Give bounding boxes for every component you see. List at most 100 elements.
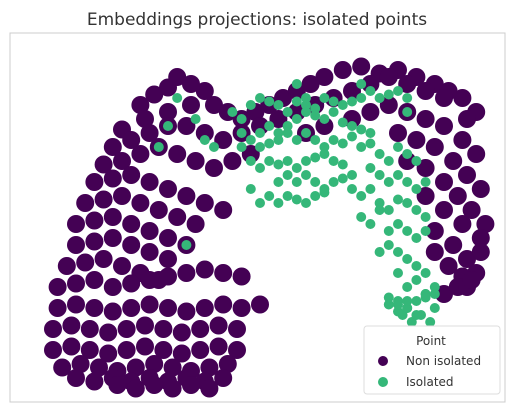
non-isolated-point (159, 299, 177, 317)
isolated-point (291, 79, 302, 89)
non-isolated-point (48, 278, 67, 296)
isolated-point (402, 226, 413, 236)
isolated-point (337, 173, 348, 184)
non-isolated-point (232, 267, 251, 286)
non-isolated-point (122, 299, 141, 317)
non-isolated-point (315, 68, 334, 86)
non-isolated-point (352, 57, 371, 76)
non-isolated-point (439, 257, 458, 275)
isolated-point (347, 184, 357, 194)
non-isolated-point (159, 250, 177, 268)
isolated-series (153, 79, 440, 327)
non-isolated-point (361, 103, 380, 121)
isolated-point (383, 240, 394, 250)
non-isolated-point (159, 229, 177, 247)
non-isolated-point (195, 124, 214, 142)
non-isolated-point (94, 250, 113, 268)
non-isolated-point (315, 117, 334, 135)
non-isolated-point (301, 75, 320, 93)
non-isolated-point (113, 187, 131, 205)
isolated-point (264, 96, 275, 107)
legend-marker-isolated (378, 377, 388, 387)
isolated-point (374, 205, 385, 215)
non-isolated-point (149, 201, 168, 219)
non-isolated-point (416, 159, 435, 177)
isolated-point (273, 100, 284, 110)
non-isolated-point (67, 274, 85, 293)
non-isolated-point (416, 187, 435, 205)
isolated-point (411, 275, 422, 285)
non-isolated-point (159, 180, 177, 198)
non-isolated-point (94, 155, 113, 174)
isolated-point (383, 292, 394, 303)
non-isolated-point (126, 358, 145, 377)
non-isolated-point (76, 253, 95, 272)
isolated-point (383, 89, 394, 100)
non-isolated-point (48, 299, 67, 317)
non-isolated-point (214, 201, 233, 219)
non-isolated-point (435, 285, 453, 303)
isolated-point (227, 107, 238, 117)
isolated-point (402, 93, 413, 103)
isolated-point (402, 296, 413, 306)
isolated-point (291, 114, 302, 124)
isolated-point (365, 128, 376, 138)
isolated-point (291, 135, 302, 145)
isolated-point (393, 194, 403, 205)
non-isolated-point (182, 75, 200, 93)
non-isolated-point (435, 89, 453, 107)
non-isolated-point (251, 117, 269, 135)
isolated-point (319, 142, 330, 152)
isolated-point (163, 121, 173, 131)
non-isolated-point (435, 173, 453, 191)
non-isolated-point (172, 323, 191, 342)
isolated-point (337, 138, 348, 149)
isolated-point (383, 226, 394, 236)
isolated-point (365, 138, 376, 149)
isolated-point (236, 128, 247, 138)
non-isolated-point (379, 68, 398, 86)
isolated-point (264, 156, 275, 166)
non-isolated-point (85, 173, 104, 191)
non-isolated-point (168, 145, 187, 163)
isolated-point (328, 135, 339, 145)
isolated-point (319, 187, 330, 198)
isolated-point (328, 156, 339, 166)
non-isolated-point (140, 124, 159, 142)
non-isolated-point (103, 208, 122, 226)
non-isolated-point (163, 379, 182, 398)
non-isolated-point (379, 96, 398, 114)
isolated-point (319, 114, 330, 124)
isolated-point (356, 93, 367, 103)
non-isolated-point (241, 145, 260, 163)
non-isolated-point (182, 376, 200, 394)
non-isolated-point (80, 341, 99, 359)
non-isolated-point (154, 341, 173, 359)
non-isolated-point (223, 152, 242, 170)
non-isolated-point (71, 355, 90, 373)
non-isolated-point (131, 145, 150, 163)
non-isolated-point (218, 355, 237, 373)
non-isolated-point (44, 341, 62, 359)
isolated-point (282, 156, 293, 166)
non-isolated-point (453, 215, 472, 233)
isolated-point (365, 163, 376, 173)
non-isolated-point (287, 82, 306, 100)
isolated-point (420, 292, 431, 303)
isolated-point (393, 299, 403, 310)
isolated-point (429, 303, 440, 313)
isolated-point (301, 107, 311, 117)
isolated-point (319, 93, 330, 103)
isolated-point (393, 86, 403, 96)
isolated-point (365, 86, 376, 96)
non-isolated-point (131, 96, 150, 114)
non-isolated-point (416, 110, 435, 128)
isolated-point (429, 289, 440, 299)
non-isolated-point (168, 208, 187, 226)
non-isolated-point (53, 358, 72, 377)
non-isolated-point (448, 187, 467, 205)
non-isolated-point (57, 257, 76, 275)
non-isolated-point (159, 267, 177, 286)
isolated-point (356, 79, 367, 89)
non-isolated-point (62, 337, 81, 356)
